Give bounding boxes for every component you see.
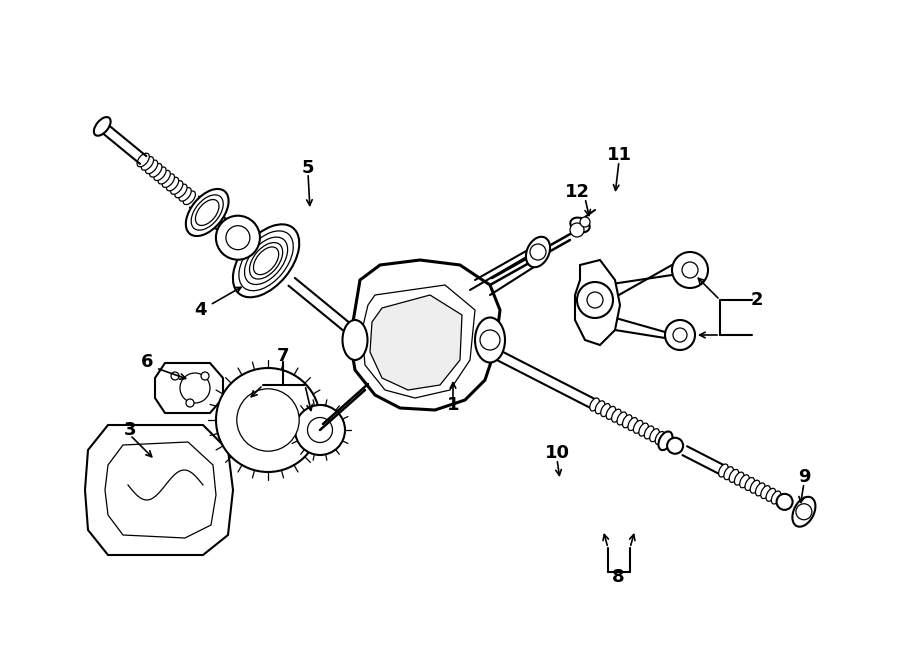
Ellipse shape: [195, 200, 219, 225]
Polygon shape: [575, 260, 620, 345]
Ellipse shape: [162, 174, 175, 188]
Circle shape: [667, 438, 683, 453]
Text: 4: 4: [194, 301, 206, 319]
Ellipse shape: [755, 483, 765, 496]
Ellipse shape: [141, 157, 154, 171]
Circle shape: [777, 494, 793, 510]
Circle shape: [796, 504, 812, 520]
Circle shape: [580, 217, 590, 227]
Ellipse shape: [595, 401, 605, 414]
Polygon shape: [105, 442, 216, 538]
Ellipse shape: [745, 477, 754, 490]
Polygon shape: [155, 363, 223, 413]
Ellipse shape: [233, 224, 299, 297]
Ellipse shape: [655, 432, 665, 444]
Ellipse shape: [245, 237, 288, 284]
Ellipse shape: [254, 247, 279, 275]
Ellipse shape: [634, 420, 643, 434]
Text: 6: 6: [140, 353, 153, 371]
Text: 10: 10: [544, 444, 570, 462]
Ellipse shape: [623, 414, 632, 428]
Circle shape: [672, 252, 708, 288]
Ellipse shape: [729, 469, 739, 483]
Ellipse shape: [137, 153, 149, 167]
Ellipse shape: [149, 163, 162, 177]
Ellipse shape: [94, 117, 111, 136]
Ellipse shape: [740, 475, 750, 488]
Circle shape: [216, 215, 260, 260]
Ellipse shape: [185, 189, 229, 236]
Ellipse shape: [628, 418, 637, 430]
Ellipse shape: [249, 243, 283, 279]
Circle shape: [570, 223, 584, 237]
Ellipse shape: [718, 464, 728, 477]
Ellipse shape: [526, 237, 550, 267]
Text: 11: 11: [607, 146, 632, 164]
Text: 3: 3: [124, 421, 136, 439]
Ellipse shape: [659, 432, 672, 450]
Ellipse shape: [183, 191, 195, 205]
Circle shape: [665, 320, 695, 350]
Polygon shape: [370, 295, 462, 390]
Text: 12: 12: [564, 183, 590, 201]
Ellipse shape: [154, 167, 166, 180]
Circle shape: [186, 399, 194, 407]
Ellipse shape: [639, 423, 648, 436]
Ellipse shape: [607, 407, 616, 419]
Circle shape: [216, 368, 320, 472]
Ellipse shape: [171, 180, 183, 194]
Ellipse shape: [760, 486, 770, 498]
Ellipse shape: [179, 188, 191, 201]
Circle shape: [682, 262, 698, 278]
Ellipse shape: [771, 491, 781, 504]
Circle shape: [237, 389, 299, 451]
Circle shape: [295, 405, 345, 455]
Ellipse shape: [158, 171, 170, 184]
Ellipse shape: [191, 195, 223, 230]
Ellipse shape: [343, 320, 367, 360]
Polygon shape: [350, 260, 500, 410]
Ellipse shape: [238, 231, 293, 291]
Ellipse shape: [617, 412, 626, 425]
Ellipse shape: [175, 184, 187, 198]
Circle shape: [673, 328, 687, 342]
Circle shape: [201, 372, 209, 380]
Polygon shape: [85, 425, 233, 555]
Text: 5: 5: [302, 159, 314, 177]
Ellipse shape: [661, 434, 670, 447]
Circle shape: [308, 418, 332, 442]
Text: 1: 1: [446, 396, 459, 414]
Ellipse shape: [644, 426, 654, 439]
Ellipse shape: [766, 488, 776, 501]
Circle shape: [587, 292, 603, 308]
Ellipse shape: [612, 409, 621, 422]
Circle shape: [226, 225, 250, 250]
Ellipse shape: [475, 317, 505, 362]
Ellipse shape: [792, 497, 815, 527]
Ellipse shape: [600, 404, 610, 416]
Ellipse shape: [146, 160, 158, 174]
Ellipse shape: [724, 467, 733, 480]
Ellipse shape: [650, 429, 660, 442]
Text: 8: 8: [612, 568, 625, 586]
Polygon shape: [362, 285, 475, 398]
Ellipse shape: [166, 177, 179, 191]
Circle shape: [171, 372, 179, 380]
Ellipse shape: [571, 217, 590, 233]
Circle shape: [530, 244, 546, 260]
Ellipse shape: [751, 480, 760, 493]
Text: 2: 2: [751, 291, 763, 309]
Circle shape: [180, 373, 210, 403]
Ellipse shape: [777, 494, 786, 507]
Text: 9: 9: [797, 468, 810, 486]
Circle shape: [577, 282, 613, 318]
Text: 7: 7: [277, 347, 289, 365]
Ellipse shape: [734, 472, 744, 485]
Ellipse shape: [590, 398, 599, 411]
Circle shape: [480, 330, 500, 350]
